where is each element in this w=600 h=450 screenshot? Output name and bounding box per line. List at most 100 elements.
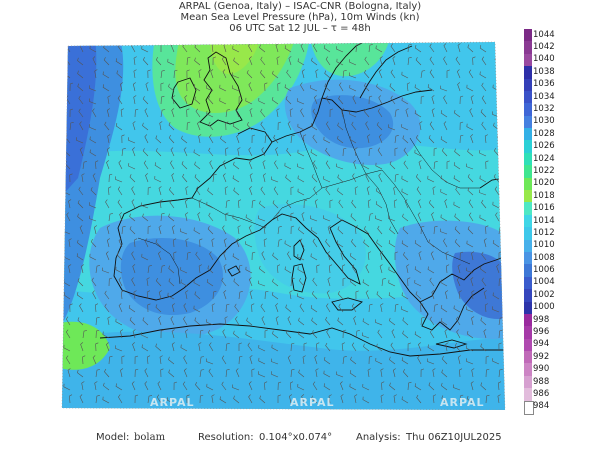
wind-barb [362, 318, 370, 326]
wind-barb [338, 303, 344, 313]
wind-barb [481, 199, 487, 209]
wind-barb [180, 228, 188, 235]
wind-barb [446, 69, 450, 78]
wind-barb [251, 303, 255, 313]
wind-barb [494, 186, 500, 196]
wind-barb [429, 121, 435, 131]
colorbar-segment [524, 140, 532, 154]
wind-barb [142, 122, 149, 131]
map-canvas: ARPAL ARPAL ARPAL [61, 41, 506, 410]
wind-barb [368, 44, 373, 53]
wind-barb [453, 175, 461, 183]
wind-barb [354, 394, 358, 404]
watermark-3: ARPAL [440, 396, 485, 409]
wind-barb [380, 251, 384, 261]
wind-barb [63, 344, 71, 352]
low-pressure-baltic-core [311, 95, 394, 149]
wind-barb [142, 317, 149, 326]
wind-barb [479, 45, 487, 53]
wind-barb [481, 56, 487, 66]
wind-barb [168, 369, 175, 378]
wind-barb [107, 95, 111, 105]
wind-barb [223, 264, 227, 274]
wind-barb [300, 43, 305, 53]
wind-barb [351, 121, 357, 131]
wind-barb [466, 84, 474, 92]
wind-barb [432, 394, 437, 404]
wind-barb [142, 96, 149, 105]
wind-barb [107, 316, 111, 326]
wind-barb [222, 173, 227, 183]
wind-barb [311, 317, 318, 326]
wind-barb [193, 305, 201, 313]
wind-barb [182, 381, 188, 391]
wind-barb [195, 251, 201, 261]
wind-barb [459, 394, 464, 404]
wind-barb [134, 368, 139, 378]
wind-barb [145, 82, 149, 92]
wind-barb [158, 290, 162, 300]
wind-barb [353, 160, 357, 170]
wind-barb [105, 251, 110, 261]
wind-barb [433, 304, 438, 313]
wind-barb [325, 95, 331, 105]
wind-barb [303, 342, 307, 351]
wind-barb [301, 69, 305, 79]
wind-barb [94, 69, 98, 79]
wind-barb [264, 329, 268, 338]
wind-barb [81, 264, 84, 274]
wind-barb [337, 174, 344, 183]
wind-barb [103, 57, 110, 66]
wind-barb [440, 228, 448, 235]
wind-barb [147, 265, 152, 274]
wind-barb [401, 357, 409, 365]
wind-barb [89, 85, 97, 92]
wind-barb [183, 316, 188, 326]
wind-barb [106, 160, 110, 170]
wind-barb [183, 355, 188, 365]
wind-barb [454, 213, 461, 222]
country-borders [137, 109, 480, 285]
wind-barb [76, 253, 84, 261]
low-pressure-iberia-core [120, 238, 223, 316]
wind-barb [160, 212, 165, 222]
wind-barb [120, 368, 124, 378]
wind-barb [168, 83, 175, 92]
wind-barb [208, 368, 214, 378]
wind-barb [249, 56, 253, 66]
wind-barb [327, 225, 331, 235]
colorbar-label: 984 [533, 401, 550, 412]
wind-barb [311, 174, 318, 183]
wind-barb [336, 240, 344, 248]
wind-barb [133, 56, 137, 66]
wind-barb [184, 199, 188, 209]
wind-barb [441, 395, 448, 404]
wind-barb [206, 110, 214, 118]
wind-barb [365, 264, 370, 274]
wind-barb [180, 267, 188, 274]
wind-barb [132, 147, 136, 157]
wind-barb [258, 280, 266, 287]
wind-barb [403, 160, 409, 170]
wind-barb [323, 45, 331, 53]
wind-barb [199, 329, 204, 339]
wind-barb [155, 239, 162, 248]
wind-barb [258, 371, 266, 378]
wind-barb [329, 199, 333, 209]
wind-barb [389, 356, 396, 365]
wind-barb [198, 69, 202, 79]
wind-barb [417, 355, 422, 365]
wind-barb [414, 383, 422, 391]
wind-barb [314, 199, 318, 209]
wind-barb [259, 200, 266, 209]
wind-barb [401, 175, 409, 183]
colorbar-segment [524, 239, 532, 253]
wind-barb [185, 186, 189, 196]
wind-barb [454, 239, 461, 248]
colorbar-label: 996 [533, 326, 550, 337]
wind-barb [484, 134, 488, 144]
wind-barb [492, 358, 500, 365]
wind-barb [206, 85, 214, 92]
wind-barb [310, 149, 318, 157]
wind-barb [142, 56, 149, 66]
